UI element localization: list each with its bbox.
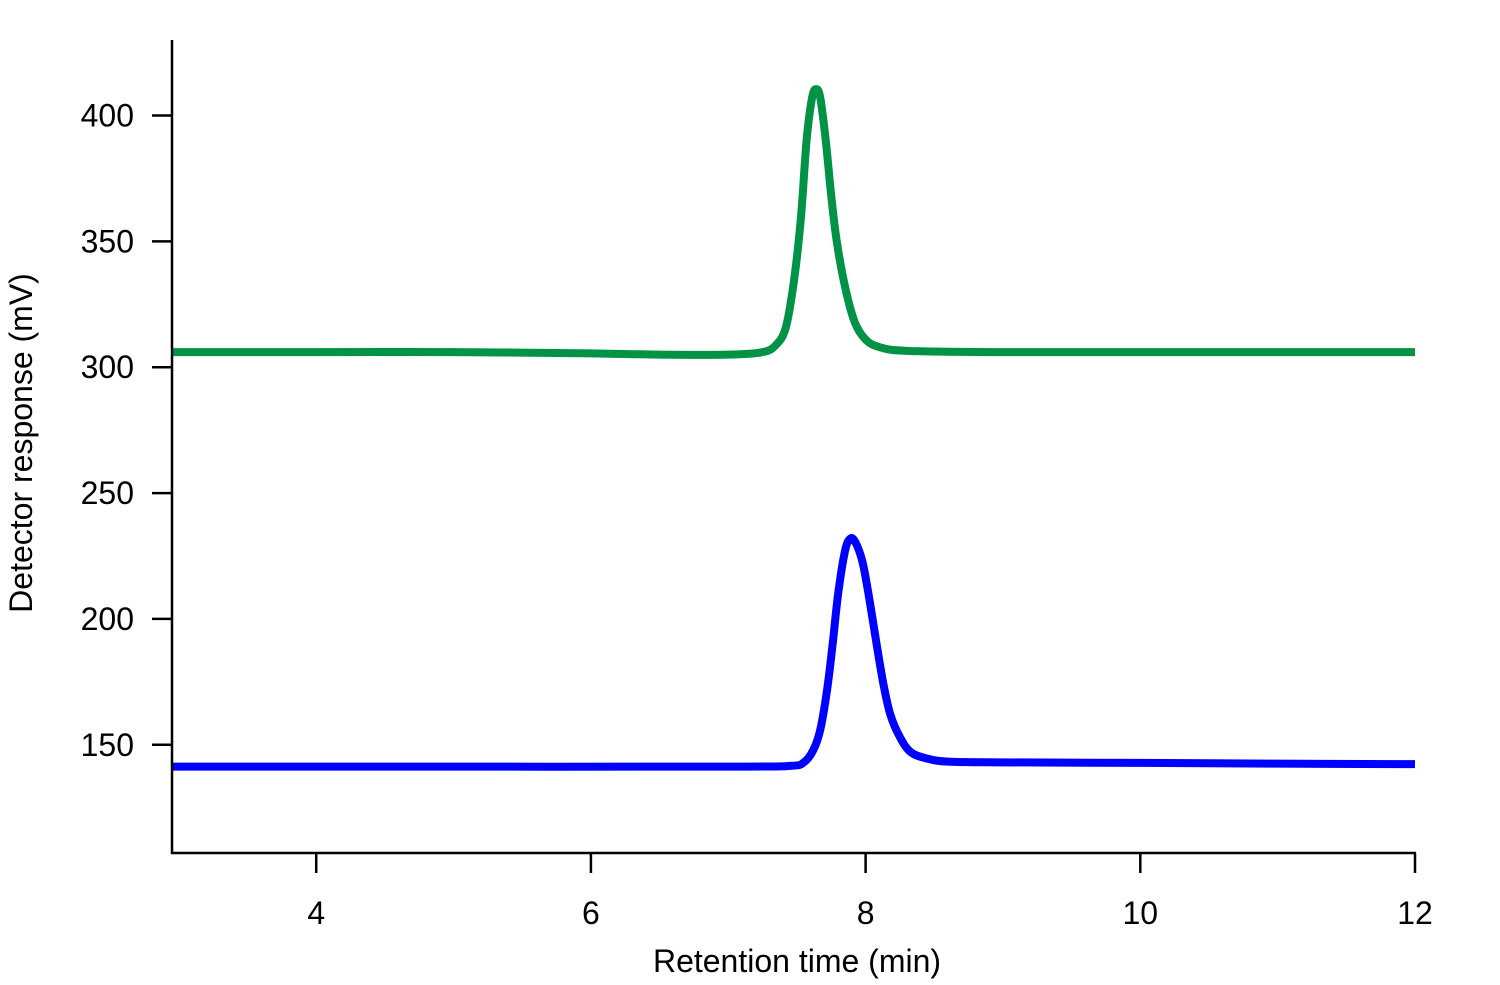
x-tick-label: 12: [1397, 895, 1433, 931]
y-axis-label: Detector response (mV): [3, 273, 39, 613]
y-tick-label: 300: [81, 349, 134, 385]
series-layer: [172, 85, 1416, 771]
x-tick-label: 8: [857, 895, 875, 931]
series-line-1: [172, 85, 1415, 359]
x-tick-label: 6: [582, 895, 600, 931]
series-line-2: [172, 534, 1416, 771]
x-tick-label: 10: [1123, 895, 1159, 931]
y-tick-label: 200: [81, 601, 134, 637]
x-axis-label: Retention time (min): [653, 943, 941, 979]
x-ticks: 4 6 8 10 12: [307, 853, 1433, 931]
y-tick-label: 350: [81, 223, 134, 259]
x-tick-label: 4: [307, 895, 325, 931]
y-tick-label: 400: [81, 98, 134, 134]
y-ticks: 150 200 250 300 350 400: [81, 98, 172, 763]
y-tick-label: 250: [81, 475, 134, 511]
y-tick-label: 150: [81, 727, 134, 763]
